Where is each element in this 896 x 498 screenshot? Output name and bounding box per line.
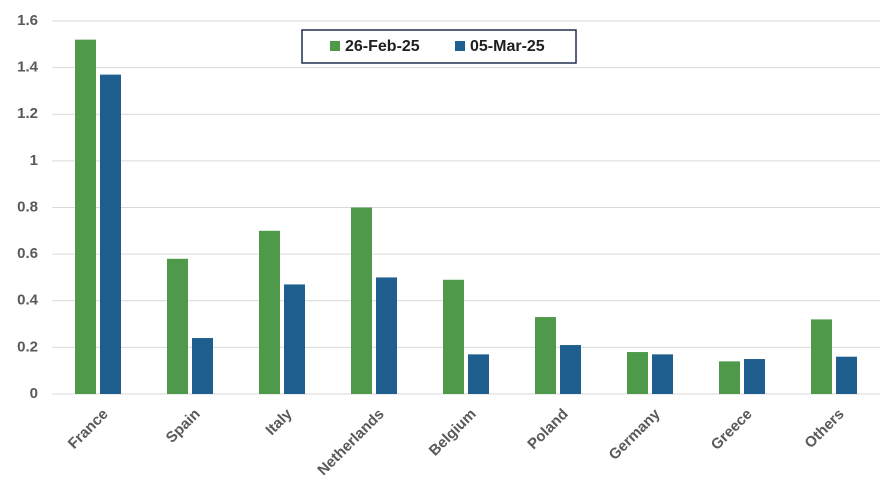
bar (744, 359, 765, 394)
bar (535, 317, 556, 394)
bar (259, 230, 280, 394)
legend-box (301, 29, 577, 64)
y-tick-label: 0.8 (17, 198, 38, 215)
bar (719, 361, 740, 394)
x-tick-label: Greece (708, 406, 756, 454)
x-tick-label: Netherlands (314, 406, 387, 479)
bar (100, 74, 121, 395)
bar (167, 258, 188, 394)
bar (811, 319, 832, 394)
bar (75, 39, 96, 395)
legend-swatch (455, 41, 465, 51)
bar (443, 279, 464, 394)
bar (836, 356, 857, 394)
bar (560, 345, 581, 394)
y-tick-label: 0.2 (17, 338, 38, 355)
x-tick-label: Belgium (426, 406, 480, 460)
y-tick-label: 1.2 (17, 105, 38, 122)
x-tick-label: France (65, 406, 112, 453)
y-tick-label: 0.4 (17, 292, 39, 309)
bar (192, 338, 213, 394)
bar (627, 352, 648, 394)
bar (351, 207, 372, 394)
y-tick-label: 0.6 (17, 245, 38, 262)
y-tick-label: 1.4 (17, 59, 39, 76)
x-tick-label: Poland (524, 406, 571, 453)
legend-label: 05-Mar-25 (470, 38, 545, 55)
x-tick-label: Germany (606, 405, 664, 463)
y-tick-label: 1.6 (17, 12, 38, 29)
bar (376, 277, 397, 394)
x-tick-label: Others (801, 406, 847, 452)
bar (652, 354, 673, 394)
x-tick-label: Italy (262, 405, 296, 439)
y-tick-label: 1 (30, 152, 38, 169)
legend-swatch (330, 41, 340, 51)
bar (284, 284, 305, 394)
legend-label: 26-Feb-25 (345, 38, 420, 55)
x-tick-label: Spain (163, 406, 204, 447)
y-tick-label: 0 (30, 385, 38, 402)
bar (468, 354, 489, 394)
